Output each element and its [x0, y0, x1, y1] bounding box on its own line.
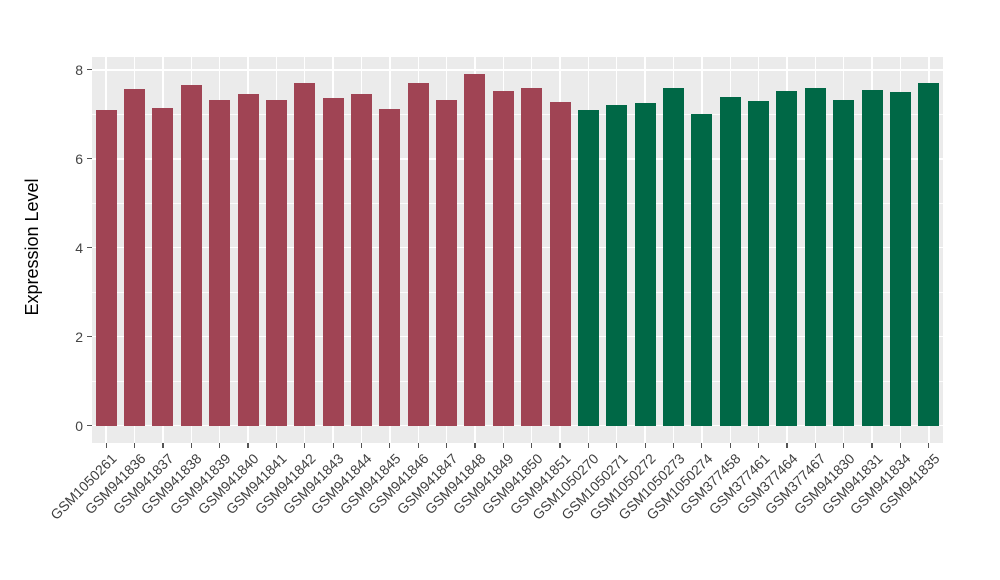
x-tick-mark: [417, 443, 419, 448]
y-tick-label: 0: [75, 417, 83, 434]
bar-GSM1050271: [606, 105, 628, 426]
y-tick-label: 2: [75, 328, 83, 345]
bar-GSM1050273: [663, 88, 685, 426]
bar-GSM1050274: [691, 113, 713, 426]
x-tick-mark: [587, 443, 589, 448]
y-tick-mark: [87, 158, 92, 160]
bar-GSM377464: [776, 90, 798, 426]
x-tick-mark: [616, 443, 618, 448]
y-tick-mark: [87, 247, 92, 249]
bar-GSM941851: [549, 102, 571, 426]
x-tick-mark: [672, 443, 675, 448]
x-tick-mark: [899, 443, 902, 448]
gridline-major: [92, 424, 943, 427]
y-tick-label: 6: [75, 150, 83, 167]
bar-GSM941840: [237, 94, 259, 426]
x-tick-mark: [729, 443, 731, 448]
x-tick-mark: [162, 443, 164, 448]
y-tick-mark: [87, 69, 92, 71]
bar-GSM941849: [492, 90, 514, 426]
y-axis-title: Expression Level: [22, 178, 42, 316]
bar-GSM941845: [379, 109, 401, 426]
bar-GSM941841: [265, 99, 287, 426]
bar-GSM941850: [521, 87, 543, 426]
bar-GSM941835: [918, 83, 940, 426]
bar-GSM941838: [180, 84, 202, 426]
x-tick-mark: [105, 443, 107, 448]
x-tick-mark: [360, 443, 363, 448]
bar-GSM941842: [294, 82, 316, 426]
bar-GSM941839: [209, 99, 231, 426]
gridline-minor: [92, 202, 943, 204]
bar-GSM941830: [833, 99, 855, 426]
y-tick-label: 4: [75, 239, 83, 256]
x-tick-mark: [871, 443, 873, 448]
x-tick-mark: [814, 443, 816, 448]
x-tick-mark: [219, 443, 221, 448]
x-tick-mark: [304, 443, 306, 448]
x-tick-mark: [843, 443, 845, 448]
x-tick-mark: [758, 443, 760, 448]
bar-GSM941831: [861, 90, 883, 426]
x-tick-mark: [275, 443, 277, 448]
x-tick-mark: [332, 443, 334, 448]
x-tick-mark: [247, 443, 249, 448]
y-tick-label: 8: [75, 61, 83, 78]
x-tick-mark: [559, 443, 561, 448]
bar-GSM941836: [124, 89, 146, 426]
gridline-major: [92, 336, 943, 338]
gridline-major: [92, 69, 943, 71]
x-tick-mark: [389, 443, 391, 448]
bar-GSM941847: [436, 99, 458, 426]
bar-GSM377461: [748, 101, 770, 426]
x-tick-mark: [190, 443, 192, 448]
x-tick-mark: [644, 443, 646, 448]
x-tick-mark: [502, 443, 504, 448]
y-tick-mark: [87, 425, 92, 427]
gridline-minor: [92, 380, 943, 382]
plot-panel: [92, 57, 943, 443]
bar-GSM941846: [407, 82, 429, 426]
x-tick-mark: [786, 443, 788, 448]
gridline-major: [92, 158, 943, 160]
bar-GSM1050272: [634, 103, 656, 426]
bar-GSM1050270: [577, 109, 599, 426]
y-tick-mark: [87, 336, 92, 338]
gridline-major: [92, 247, 943, 249]
bar-GSM941848: [464, 73, 486, 426]
bar-GSM941834: [889, 91, 911, 426]
bar-GSM1050261: [95, 109, 117, 426]
bar-GSM941837: [152, 107, 174, 426]
x-tick-mark: [474, 443, 476, 448]
gridline-minor: [92, 114, 943, 115]
bar-GSM377467: [804, 88, 826, 426]
x-tick-mark: [701, 443, 703, 448]
x-tick-mark: [531, 443, 533, 448]
x-tick-mark: [133, 443, 136, 448]
gridline-minor: [92, 291, 943, 293]
bar-GSM941843: [322, 98, 344, 426]
x-tick-mark: [445, 443, 448, 448]
bar-GSM941844: [350, 94, 372, 426]
x-tick-mark: [928, 443, 930, 448]
bar-GSM377458: [719, 97, 741, 426]
